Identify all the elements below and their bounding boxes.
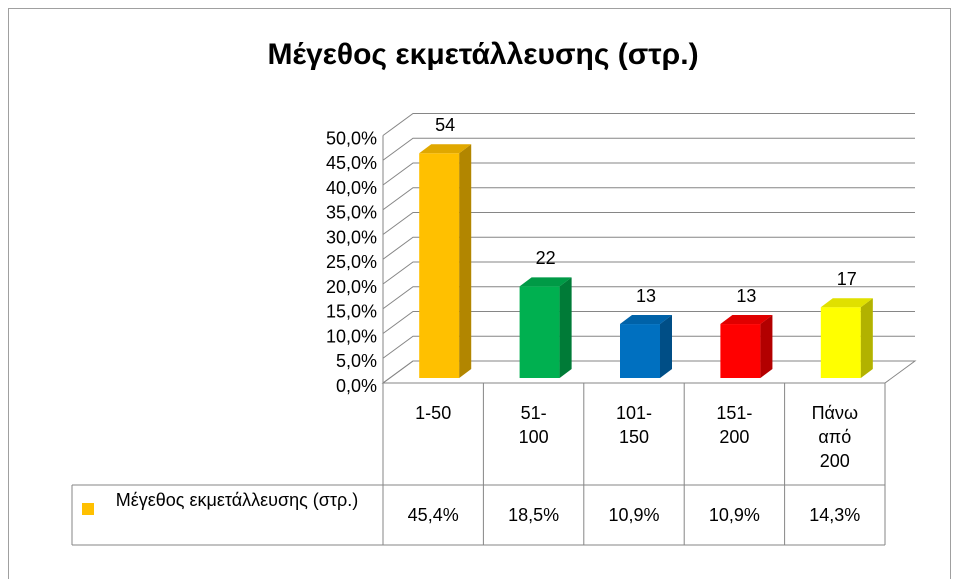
bar-top (419, 144, 472, 154)
category-label-box: 101-150 (615, 403, 653, 447)
category-label-box: 151-200 (716, 403, 753, 447)
y-tick-label: 10,0% (326, 326, 377, 346)
bar-shade (459, 144, 472, 378)
category-label-box: 1-50 (415, 403, 452, 423)
y-tick-label: 20,0% (326, 277, 377, 297)
table-value: 10,9% (608, 505, 659, 525)
bar-shade (860, 298, 873, 378)
y-tick-label: 45,0% (326, 153, 377, 173)
grid-line (382, 261, 915, 285)
category-label: 1-50 (415, 403, 452, 423)
chart-title: Μέγεθος εκμετάλλευσης (στρ.) (267, 38, 698, 71)
y-tick-label: 0,0% (336, 376, 377, 396)
bar-top (620, 315, 672, 325)
category-label: 151-200 (716, 403, 753, 447)
bar (820, 307, 861, 378)
bar-shade (419, 144, 472, 154)
bar-side (559, 277, 572, 378)
legend-label-box: Μέγεθος εκμετάλλευσης (στρ.) (115, 490, 359, 510)
bar (519, 286, 560, 378)
y-tick-label: 30,0% (326, 227, 377, 247)
grid-line (382, 187, 915, 211)
grid-line (382, 137, 915, 161)
y-tick-label: 50,0% (326, 128, 377, 148)
data-label: 54 (435, 115, 455, 135)
y-tick-label: 35,0% (326, 203, 377, 223)
table-value: 18,5% (508, 505, 559, 525)
chart-frame (8, 8, 951, 579)
bar-shade (720, 315, 773, 325)
table-value: 14,3% (809, 505, 860, 525)
data-label: 13 (736, 286, 756, 306)
category-label-box: Πάνω από 200 (811, 403, 859, 471)
category-label-box: 51-100 (518, 403, 549, 447)
category-label: 51-100 (518, 403, 549, 447)
bar-side (760, 315, 773, 378)
y-tick-label: 40,0% (326, 178, 377, 198)
table-value: 45,4% (408, 505, 459, 525)
grid-line (382, 113, 915, 136)
bar-top (519, 277, 572, 287)
bar-side (660, 315, 672, 378)
grid-line (382, 236, 915, 260)
data-label: 17 (837, 269, 857, 289)
y-tick-label: 25,0% (326, 252, 377, 272)
bar-top (820, 298, 873, 308)
y-tick-label: 5,0% (336, 351, 377, 371)
grid-line (382, 311, 915, 334)
bar (720, 324, 761, 378)
y-tick-label: 15,0% (326, 302, 377, 322)
bar-side (459, 144, 472, 378)
bar-top (720, 315, 773, 325)
bar-shade (760, 315, 773, 378)
bar (620, 324, 660, 378)
bar-shade (620, 315, 672, 325)
data-label: 13 (636, 286, 656, 306)
bar-shade (559, 277, 572, 378)
category-label: Πάνω από 200 (811, 403, 859, 471)
grid-line (382, 286, 915, 310)
legend-key (82, 503, 94, 515)
data-label: 22 (536, 248, 556, 268)
table-value: 10,9% (709, 505, 760, 525)
grid-line (382, 212, 915, 235)
category-label: 101-150 (615, 403, 653, 447)
bar-shade (660, 315, 672, 378)
legend-label: Μέγεθος εκμετάλλευσης (στρ.) (115, 490, 359, 510)
bar-side (860, 298, 873, 378)
bar-shade (519, 277, 572, 287)
bar-shade (820, 298, 873, 308)
bar (419, 153, 460, 378)
grid-line (382, 162, 915, 186)
